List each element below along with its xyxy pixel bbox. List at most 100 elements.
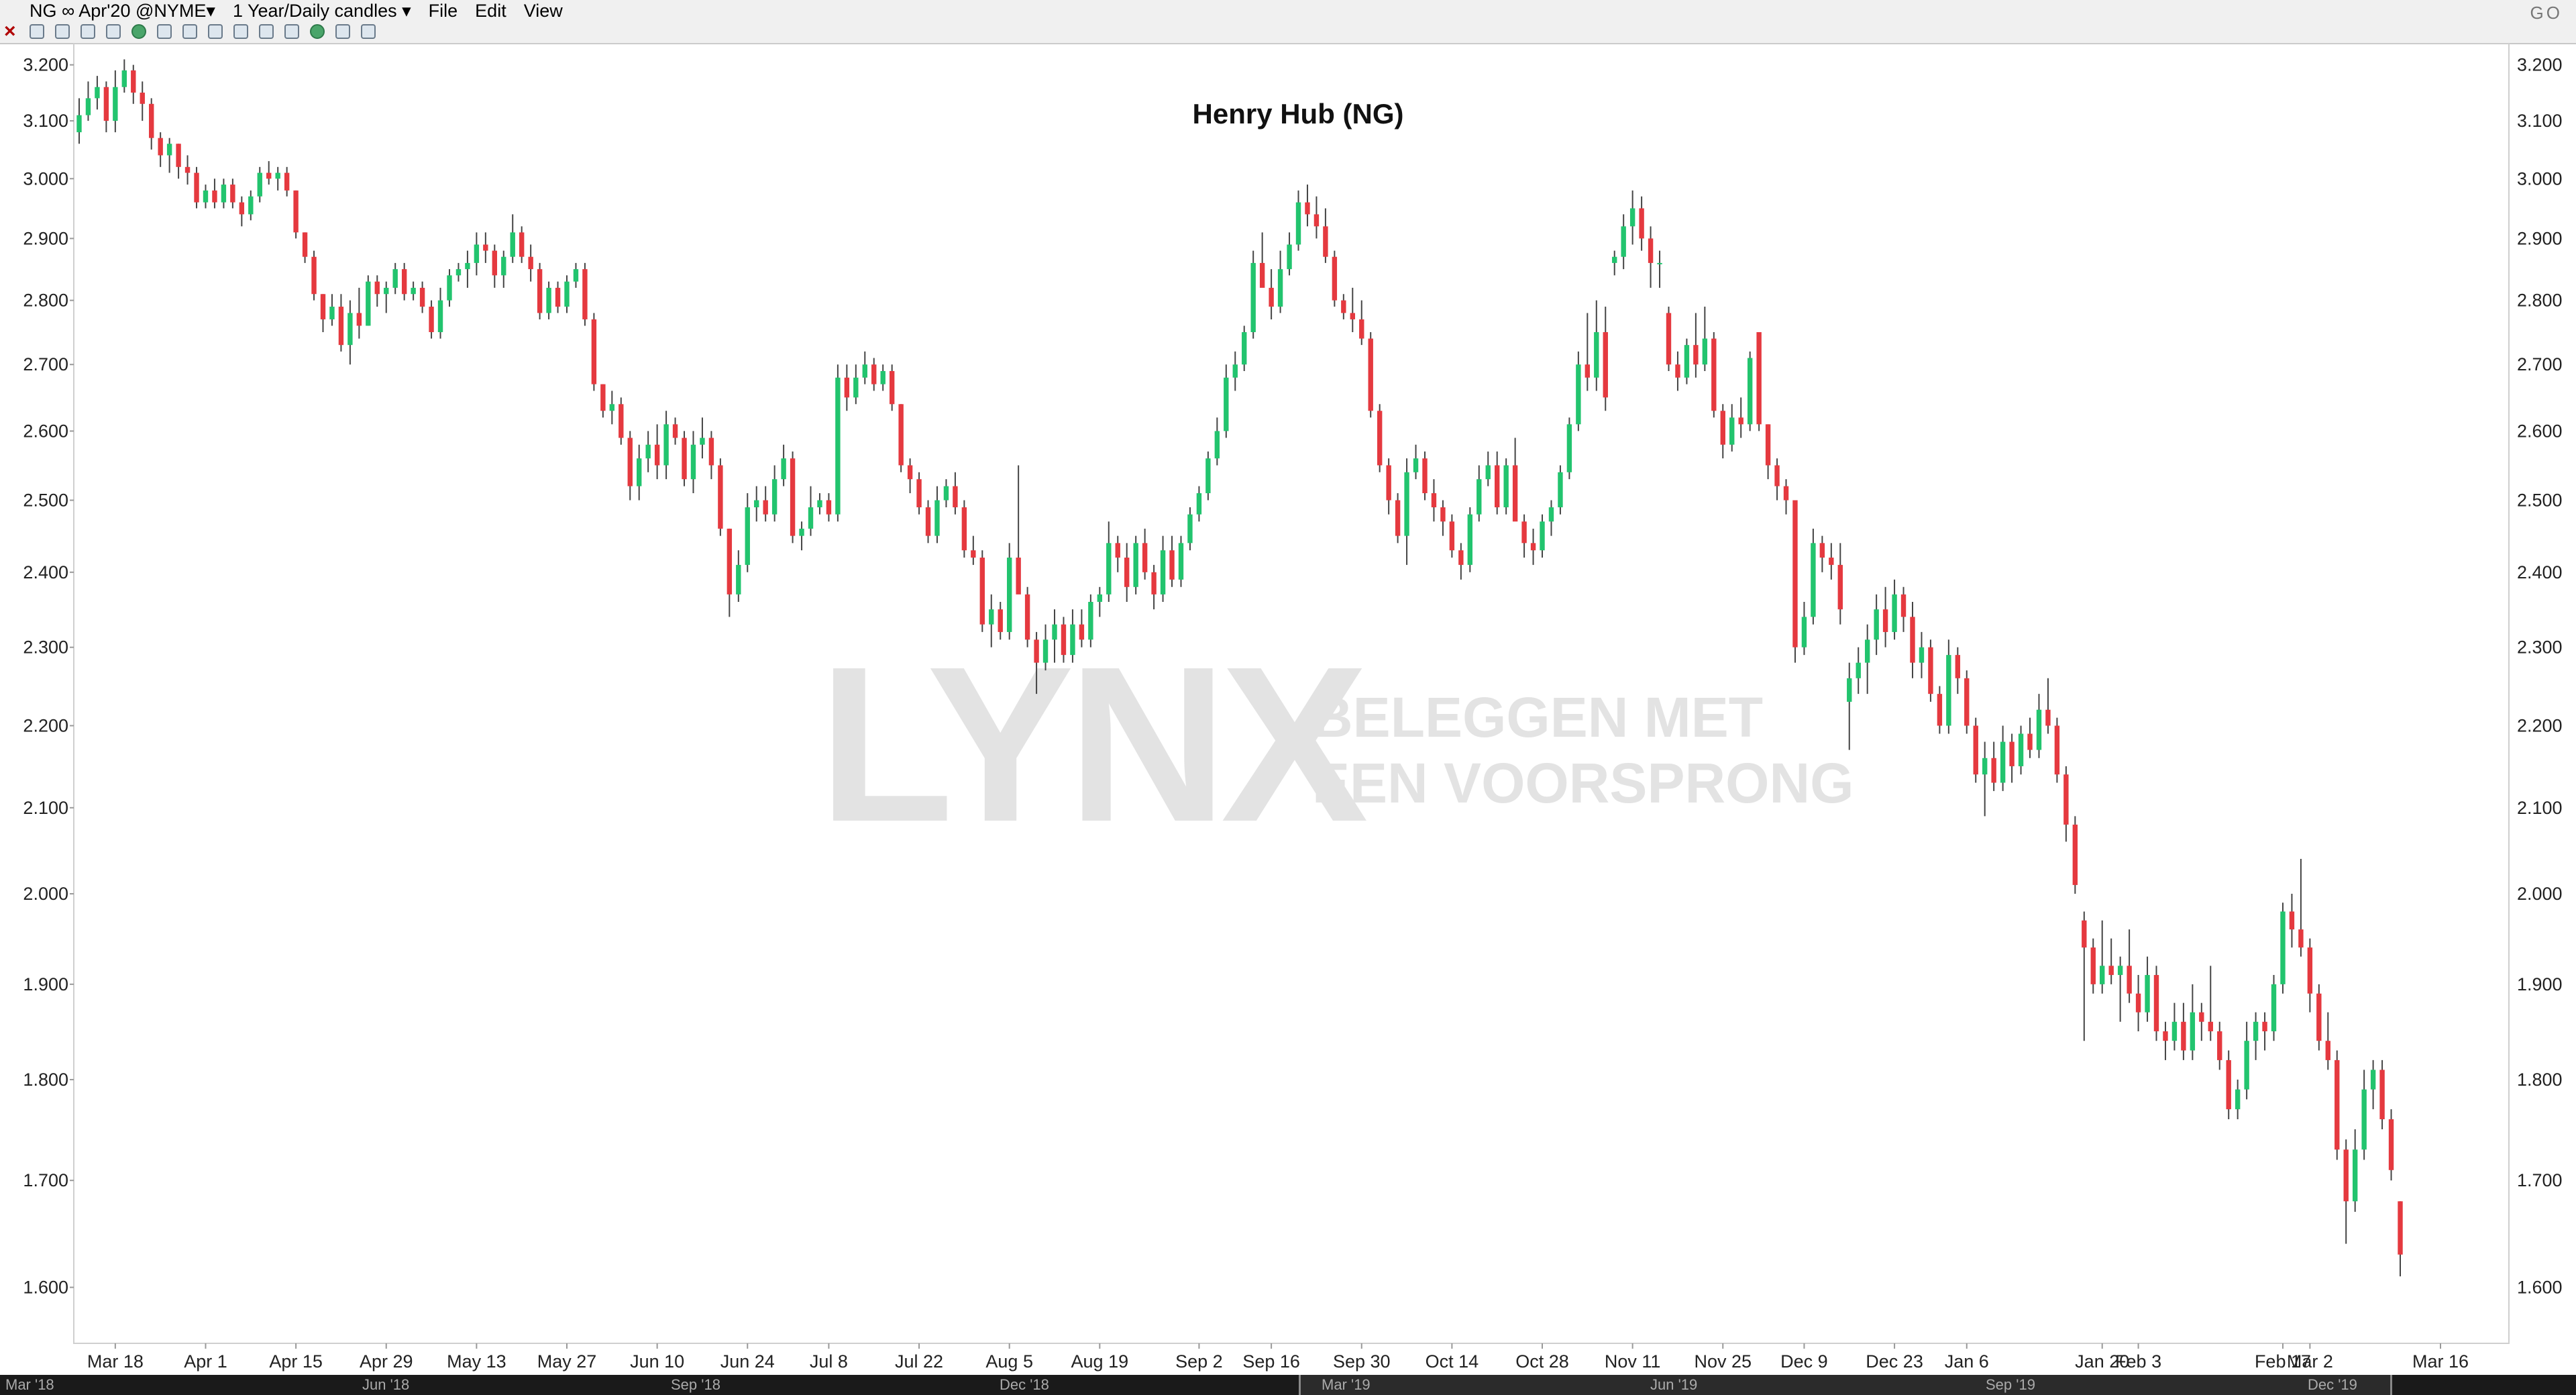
candle [2217,1021,2222,1070]
y-tick-label-right: 1.700 [2517,1170,2563,1190]
settings-icon[interactable] [106,24,121,39]
y-tick-label-right: 2.000 [2517,884,2563,904]
candle [1133,535,1138,595]
candle [1214,417,1220,466]
candle-body-up [221,185,227,203]
candle-body-down [971,550,976,558]
plot-frame [73,43,2510,1344]
candle-body-up [1811,543,1816,617]
x-tick-label: Dec 23 [1866,1351,1923,1372]
candle-body-down [1955,655,1961,678]
candle-body-up [663,424,669,466]
candle [1946,639,1951,734]
candle [736,550,741,602]
menu-file[interactable]: File [428,0,458,21]
candle [2398,1201,2403,1277]
candlestick-chart[interactable]: Henry Hub (NG) 1.600 1.700 1.800 1.900 2.000… [0,43,2576,1375]
x-axis: Mar 18 Apr 1 Apr 15 Apr 29 May 13 May 27 Jun 1… [87,1343,2469,1372]
candle [1892,579,1897,640]
zoom-out-icon[interactable] [233,24,248,39]
candle-body-down [1323,226,1328,257]
candle-body-down [1332,256,1338,301]
candle [2100,920,2105,994]
candle [212,178,217,209]
chart-area[interactable]: LYNX BELEGGEN MET EEN VOORSPRONG Henry H… [0,43,2576,1375]
dollar-icon[interactable] [131,24,146,39]
y-tick-label-left: 2.500 [23,490,68,511]
candle [627,431,633,501]
line-tool-icon[interactable] [157,24,172,39]
overview-window[interactable] [1299,1375,2392,1395]
candle-body-down [302,232,308,257]
wrench-icon[interactable] [361,24,376,39]
period-selector[interactable]: 1 Year/Daily candles ▾ [232,0,411,21]
scroll-right-icon[interactable] [284,24,299,39]
text-tool-icon[interactable] [182,24,197,39]
candle-body-up [781,458,786,480]
close-icon[interactable]: × [4,20,16,42]
candle [1837,543,1843,625]
candle-body-down [600,384,606,411]
candle [2090,938,2096,994]
symbol-selector[interactable]: NG ∞ Apr'20 @NYME▾ [30,0,215,21]
candle [682,431,687,486]
candle-body-down [2054,725,2060,775]
candle [1377,404,1383,472]
candle-body-up [2100,966,2105,984]
candle-body-up [76,115,82,133]
candle-body-up [637,458,642,486]
candle [140,81,145,121]
candle-body-down [916,479,922,508]
candle [149,98,154,150]
color-palette-icon[interactable] [310,24,325,39]
candle [2045,678,2051,734]
candle [2262,1012,2267,1051]
candle [455,262,462,282]
y-tick-label-right: 2.900 [2517,228,2563,248]
candle [2370,1060,2376,1110]
candle [1386,458,1391,515]
candle-body-down [1783,486,1789,501]
candle [690,431,696,494]
go-logo: GO [2530,3,2563,23]
x-tick-label: Jan 20 [2075,1351,2129,1372]
candle [1801,601,1807,656]
chart-style-icon[interactable] [80,24,95,39]
candle-body-up [1576,364,1581,425]
candle [1666,307,1672,371]
candle [862,351,867,384]
candle-body-down [1829,557,1834,565]
overview-bar[interactable]: Mar '18 Jun '18 Sep '18 Dec '18 Mar '19 Jun '… [0,1375,2576,1395]
candle [573,262,579,288]
candle [338,294,344,352]
candle-body-up [1702,338,1708,365]
candle [1937,686,1943,734]
candle-body-up [2036,709,2042,750]
candle-body-up [736,564,741,595]
candle-body-down [293,190,299,233]
candle-body-down [1151,572,1157,595]
menu-view[interactable]: View [523,0,563,21]
candle-body-down [2334,1060,2340,1150]
scroll-left-icon[interactable] [259,24,274,39]
candle-body-down [1350,313,1355,319]
candle [555,281,561,313]
crosshair-icon[interactable] [30,24,44,39]
candle-body-down [1639,208,1644,239]
candle [392,262,398,295]
x-tick-label: Sep 2 [1175,1351,1223,1372]
candle [672,417,678,445]
candle [2127,929,2132,1003]
candle [1061,617,1067,663]
candle [1187,507,1193,551]
grid-icon[interactable] [55,24,70,39]
x-tick-label: Oct 14 [1426,1351,1479,1372]
candle-body-down [1738,417,1743,425]
candle [2108,938,2114,984]
menu-edit[interactable]: Edit [475,0,506,21]
zoom-in-icon[interactable] [208,24,223,39]
candle [2027,717,2033,758]
candle-body-down [1603,331,1608,398]
y-tick-label-right: 3.000 [2517,168,2563,189]
refresh-icon[interactable] [335,24,350,39]
